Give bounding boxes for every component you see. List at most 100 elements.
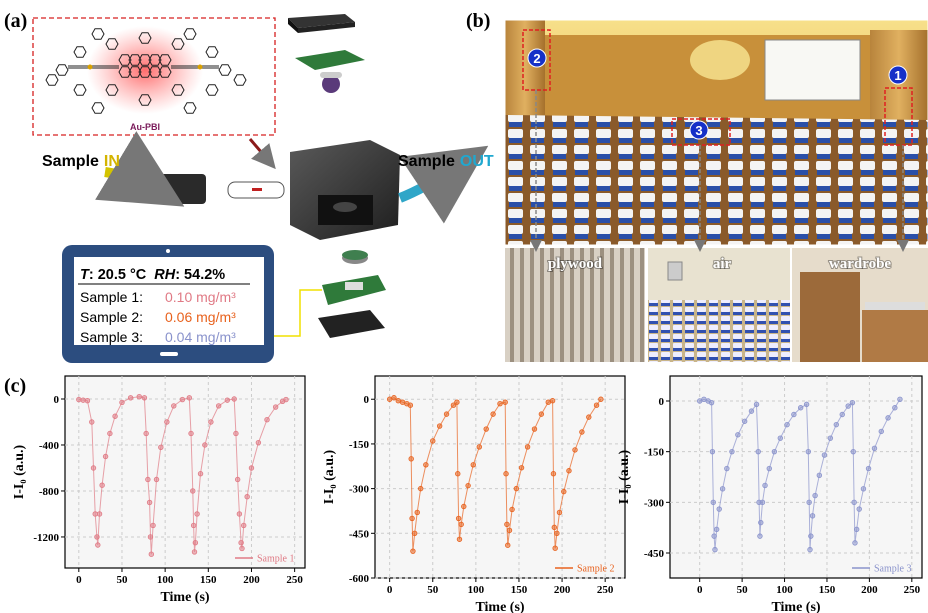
data-point [209,420,214,425]
data-point [852,500,857,505]
legend-label: Sample 3 [874,564,912,575]
plot-area [670,376,922,578]
y-tick-label: -1200 [33,532,59,544]
location-label: air [713,256,732,272]
data-point [120,400,125,405]
x-tick-label: 150 [819,584,836,596]
data-point [151,523,156,528]
data-point [239,540,244,545]
panel-label: (c) [4,375,26,397]
y-tick-label: -150 [644,447,665,459]
data-point [792,412,797,417]
data-point [97,512,102,517]
panel-label: (b) [466,10,490,32]
data-point [195,512,200,517]
data-point [893,405,898,410]
data-point [846,404,851,409]
panel-label: (a) [4,10,27,32]
data-point [437,424,442,429]
data-point [245,494,250,499]
data-point [854,527,859,532]
x-tick-label: 250 [904,584,921,596]
x-tick-label: 0 [387,584,393,596]
data-point [171,404,176,409]
data-point [879,429,884,434]
data-point [557,510,562,515]
x-tick-label: 150 [511,584,528,596]
data-point [142,396,147,401]
data-point [457,537,462,542]
data-point [165,420,170,425]
data-point [840,412,845,417]
sample-name: Sample 3: [80,329,143,345]
data-point [730,449,735,454]
data-point [108,431,113,436]
data-point [778,436,783,441]
molecule: Au-PBI [33,18,275,135]
data-point [828,436,833,441]
data-point [455,471,460,476]
x-tick-label: 100 [468,584,485,596]
data-point [798,405,803,410]
data-point [850,400,855,405]
data-point [273,405,278,410]
data-point [154,477,159,482]
data-point [853,541,858,546]
legend-label: Sample 1 [257,554,295,565]
data-point [711,500,716,505]
rh-reading: : 54.2% [175,267,225,283]
data-point [216,404,221,409]
sample-reading: 0.06 mg/m³ [165,309,236,325]
y-tick-label: -600 [349,573,370,585]
data-point [809,534,814,539]
data-point [586,415,591,420]
data-point [241,523,246,528]
data-point [514,486,519,491]
data-point [146,477,151,482]
data-point [81,398,86,403]
y-tick-label: -450 [644,548,665,560]
data-point [539,412,544,417]
y-tick-label: -400 [39,440,60,452]
data-point [466,483,471,488]
data-point [503,400,508,405]
data-point [187,396,192,401]
data-point [756,449,761,454]
data-point [898,397,903,402]
data-point [396,398,401,403]
x-tick-label: 0 [76,574,82,586]
y-tick-label: -450 [349,528,370,540]
data-point [710,449,715,454]
marker-label: 1 [894,68,901,83]
photo-auditorium [505,20,928,245]
y-tick-label: 0 [364,394,370,406]
data-point [444,412,449,417]
data-point [249,466,254,471]
data-point [91,466,96,471]
data-point [387,397,392,402]
y-axis-label: I-I₀ (a.u.) [322,449,337,504]
data-point [504,471,509,476]
sample-reading: 0.04 mg/m³ [165,329,236,345]
location-label: plywood [548,256,603,272]
data-point [767,466,772,471]
data-point [714,527,719,532]
x-tick-label: 50 [116,574,128,586]
data-point [400,400,405,405]
data-point [553,546,558,551]
marker-label: 2 [533,51,540,66]
data-point [567,468,572,473]
data-point [284,397,289,402]
y-tick-label: 0 [659,396,665,408]
data-point [551,471,556,476]
data-point [498,401,503,406]
data-point [758,534,763,539]
x-axis-label: Time (s) [475,600,524,613]
data-point [198,471,203,476]
data-point [491,412,496,417]
data-point [392,395,397,400]
x-tick-label: 50 [427,584,439,596]
data-point [580,430,585,435]
data-point [510,507,515,512]
data-point [190,489,195,494]
